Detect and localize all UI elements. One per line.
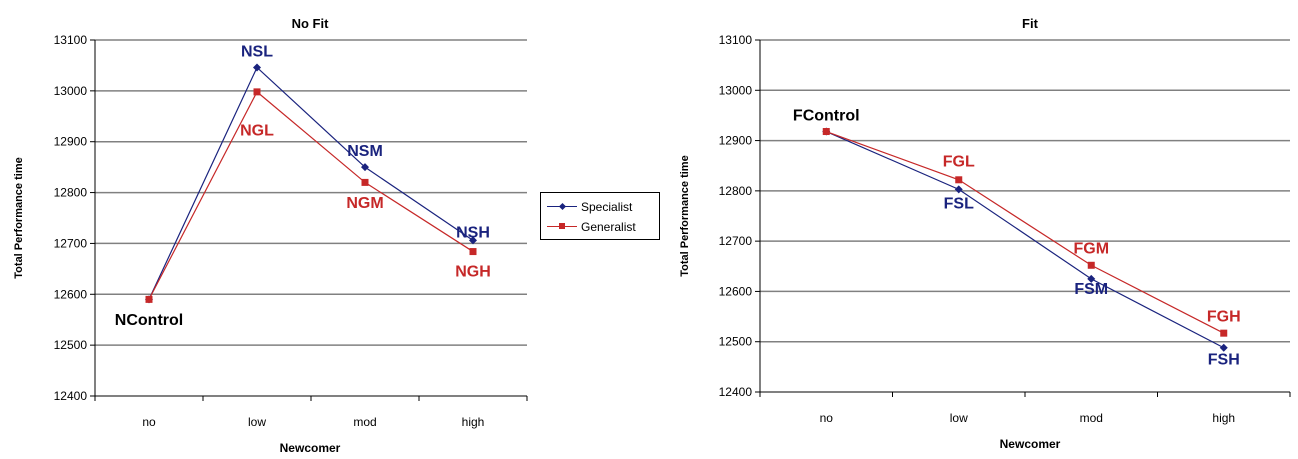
chart-fit-y-tick-label: 13100 [719,33,753,47]
chart-fit-point-specialist [1087,274,1096,283]
chart-fit-annotation-fcontrol: FControl [793,107,860,124]
chart-fit-y-tick-label: 12800 [719,184,753,198]
chart-no-fit-annotation-ncontrol: NControl [115,312,183,329]
chart-fit-point-generalist [822,128,830,136]
chart-no-fit-annotation-ngl: NGL [240,123,274,140]
chart-fit-y-tick-label: 12700 [719,234,753,248]
chart-fit-annotation-fsl: FSL [944,195,974,212]
chart-no-fit-y-tick-label: 12400 [54,389,88,403]
chart-no-fit-y-axis-label: Total Performance time [13,157,25,278]
chart-no-fit-y-tick-label: 13000 [54,84,88,98]
chart-fit-point-generalist [1220,329,1228,337]
chart-fit-annotation-fsh: FSH [1208,351,1240,368]
chart-no-fit-y-tick-label: 12600 [54,287,88,301]
chart-fit-point-specialist [954,185,963,194]
chart-no-fit-annotation-ngh: NGH [455,263,491,280]
chart-fit-y-tick-label: 12500 [719,335,753,349]
chart-fit-x-tick-label: no [820,411,834,425]
chart-no-fit-point-generalist [361,178,369,186]
legend-item-specialist: Specialist [547,198,632,216]
legend-item-generalist: Generalist [547,218,636,236]
chart-fit-y-axis-label: Total Performance time [679,155,691,276]
chart-fit-x-tick-label: low [950,411,968,425]
chart-no-fit-point-specialist [469,236,477,245]
legend-label-specialist: Specialist [581,200,633,214]
chart-fit-x-axis-label: Newcomer [1000,437,1061,451]
legend-swatch-specialist [547,201,577,213]
legend-marker-generalist [559,223,565,229]
chart-fit-series-line-generalist [826,130,1225,334]
chart-fit-point-generalist [955,176,963,184]
legend: Specialist Generalist [540,192,660,240]
chart-no-fit-y-tick-label: 13100 [54,33,88,47]
legend-marker-specialist [558,202,566,211]
chart-no-fit-x-axis-label: Newcomer [280,441,341,455]
chart-fit-point-specialist [1219,343,1228,352]
chart-no-fit-point-specialist [361,163,369,172]
chart-fit-annotation-fgh: FGH [1207,309,1241,326]
chart-no-fit-series-line-specialist [148,66,474,300]
chart-fit-y-tick-label: 12600 [719,284,753,298]
chart-fit-x-tick-label: mod [1080,411,1103,425]
chart-no-fit-y-tick-label: 12800 [54,186,88,200]
chart-no-fit-point-generalist [253,88,261,96]
chart-no-fit-y-tick-label: 12700 [54,236,88,250]
chart-no-fit-point-generalist [145,295,153,303]
chart-no-fit-series-line-generalist [148,90,474,300]
chart-no-fit-point-generalist [469,248,477,256]
chart-fit-y-tick-label: 13000 [719,83,753,97]
chart-fit-series-line-specialist [826,130,1225,349]
chart-no-fit-y-tick-label: 12500 [54,338,88,352]
chart-no-fit-y-tick-label: 12900 [54,135,88,149]
chart-fit-annotation-fgl: FGL [943,154,975,171]
chart-no-fit-x-tick-label: low [248,415,266,429]
chart-no-fit-x-tick-label: mod [353,415,376,429]
chart-fit-point-generalist [1087,261,1095,269]
chart-no-fit-annotation-nsm: NSM [347,143,383,160]
chart-fit-annotation-fsm: FSM [1074,281,1108,298]
chart-no-fit-title: No Fit [292,16,329,31]
chart-no-fit-annotation-ngm: NGM [346,195,383,212]
legend-label-generalist: Generalist [581,220,636,234]
chart-fit-annotation-fgm: FGM [1073,241,1109,258]
chart-fit-y-tick-label: 12900 [719,134,753,148]
chart-no-fit-point-specialist [253,63,261,72]
chart-fit-y-tick-label: 12400 [719,385,753,399]
chart-no-fit-x-tick-label: high [462,415,485,429]
chart-no-fit-x-tick-label: no [142,415,156,429]
chart-fit-x-tick-label: high [1212,411,1235,425]
legend-swatch-generalist [547,221,577,233]
chart-no-fit-annotation-nsh: NSH [456,224,490,241]
chart-fit-title: Fit [1022,16,1039,31]
chart-no-fit-annotation-nsl: NSL [241,43,273,60]
